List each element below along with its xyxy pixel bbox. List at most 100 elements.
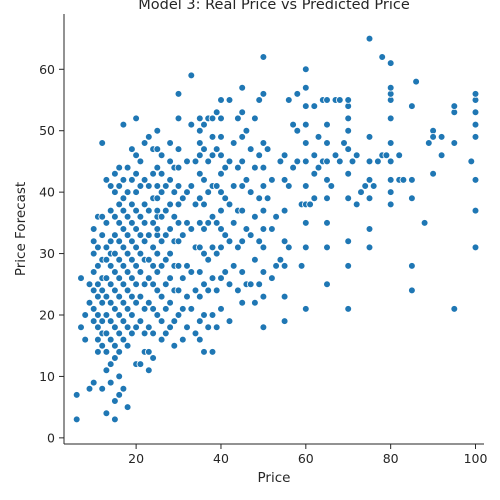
data-point bbox=[115, 274, 123, 282]
data-point bbox=[412, 77, 420, 86]
data-point bbox=[225, 200, 234, 209]
data-point bbox=[128, 311, 136, 319]
data-point bbox=[106, 298, 115, 307]
data-point bbox=[94, 335, 102, 344]
data-point bbox=[145, 274, 153, 282]
data-point bbox=[102, 329, 111, 338]
data-point bbox=[106, 206, 115, 215]
data-point bbox=[123, 163, 132, 172]
data-point bbox=[128, 329, 136, 338]
data-point bbox=[102, 243, 111, 252]
data-point bbox=[140, 139, 149, 147]
data-point bbox=[98, 317, 106, 325]
data-point bbox=[174, 182, 183, 190]
data-point bbox=[115, 200, 123, 209]
data-point bbox=[259, 182, 268, 190]
y-axis-label: Price Forecast bbox=[13, 182, 29, 276]
data-point bbox=[119, 384, 128, 393]
data-point bbox=[132, 188, 140, 196]
data-point bbox=[89, 378, 98, 387]
data-point bbox=[471, 108, 480, 117]
data-point bbox=[191, 286, 200, 295]
data-point bbox=[365, 243, 374, 252]
data-point bbox=[276, 157, 285, 166]
data-point bbox=[115, 329, 123, 338]
data-point bbox=[217, 305, 225, 313]
data-point bbox=[242, 176, 251, 184]
data-point bbox=[204, 157, 213, 166]
data-point bbox=[132, 151, 140, 160]
data-point bbox=[323, 120, 331, 129]
data-point bbox=[145, 231, 153, 239]
data-point bbox=[276, 255, 285, 264]
data-point bbox=[196, 243, 204, 252]
data-point bbox=[335, 157, 344, 166]
data-point bbox=[196, 151, 204, 160]
data-point bbox=[200, 120, 208, 129]
data-point bbox=[365, 157, 374, 166]
data-point bbox=[89, 268, 98, 276]
data-point bbox=[310, 194, 319, 203]
data-point bbox=[361, 182, 370, 190]
data-point bbox=[136, 249, 145, 258]
y-tick-label: 10 bbox=[39, 369, 55, 384]
data-point bbox=[200, 176, 208, 184]
data-point bbox=[471, 120, 480, 129]
data-point bbox=[259, 53, 268, 61]
data-point bbox=[200, 348, 208, 356]
data-point bbox=[471, 176, 480, 184]
data-point bbox=[98, 384, 106, 393]
data-point bbox=[429, 126, 437, 135]
data-point bbox=[340, 139, 348, 147]
data-point bbox=[157, 262, 166, 270]
data-point bbox=[111, 305, 119, 313]
data-point bbox=[212, 182, 221, 190]
data-point bbox=[323, 157, 331, 166]
data-point bbox=[136, 360, 145, 368]
data-point bbox=[217, 114, 225, 123]
data-point bbox=[429, 169, 437, 178]
data-point bbox=[200, 225, 208, 233]
data-point bbox=[251, 114, 259, 123]
data-point bbox=[123, 212, 132, 221]
data-point bbox=[153, 268, 162, 276]
data-point bbox=[77, 274, 85, 282]
data-point bbox=[344, 96, 353, 104]
data-point bbox=[221, 268, 230, 276]
data-point bbox=[153, 145, 162, 153]
data-point bbox=[157, 188, 166, 196]
data-point bbox=[200, 280, 208, 289]
data-point bbox=[208, 348, 217, 356]
data-point bbox=[111, 323, 119, 332]
data-point bbox=[344, 169, 353, 178]
data-point bbox=[128, 237, 136, 246]
data-point bbox=[132, 169, 140, 178]
data-point bbox=[174, 145, 183, 153]
data-point bbox=[89, 286, 98, 295]
data-point bbox=[200, 145, 208, 153]
data-point bbox=[72, 391, 81, 399]
data-point bbox=[246, 145, 255, 153]
data-point bbox=[128, 274, 136, 282]
data-point bbox=[310, 169, 319, 178]
data-point bbox=[94, 262, 102, 270]
data-point bbox=[119, 120, 128, 129]
data-point bbox=[301, 120, 310, 129]
data-point bbox=[119, 194, 128, 203]
data-point bbox=[170, 188, 179, 196]
data-point bbox=[196, 194, 204, 203]
x-tick-label: 80 bbox=[383, 451, 399, 466]
data-point bbox=[263, 145, 272, 153]
data-point bbox=[166, 157, 174, 166]
data-point bbox=[119, 317, 128, 325]
data-point bbox=[106, 182, 115, 190]
data-point bbox=[140, 237, 149, 246]
data-point bbox=[123, 231, 132, 239]
data-point bbox=[191, 329, 200, 338]
data-point bbox=[119, 335, 128, 344]
data-point bbox=[157, 151, 166, 160]
data-point bbox=[323, 280, 331, 289]
data-point bbox=[344, 114, 353, 123]
data-point bbox=[229, 182, 238, 190]
data-point bbox=[106, 360, 115, 368]
